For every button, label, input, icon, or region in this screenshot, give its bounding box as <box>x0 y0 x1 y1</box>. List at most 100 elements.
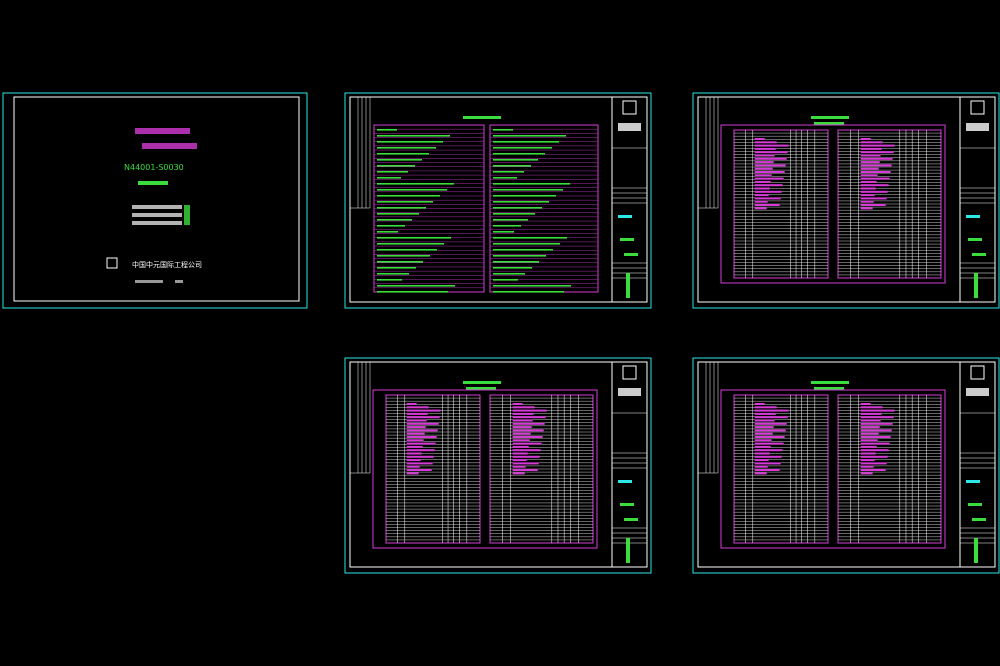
title-field <box>626 273 630 298</box>
note-text <box>377 273 409 275</box>
table-entry <box>754 184 783 187</box>
table-entry <box>512 406 535 409</box>
table-entry <box>860 184 889 187</box>
table-entry <box>754 419 775 422</box>
table-entry <box>754 157 787 160</box>
table-entry <box>512 455 540 458</box>
table-entry <box>512 436 543 438</box>
table-entry <box>512 409 547 412</box>
note-text <box>377 261 423 263</box>
table-entry <box>754 190 782 193</box>
table-entry <box>754 207 767 210</box>
title-field <box>972 253 986 256</box>
note-text <box>377 177 401 179</box>
table-entry <box>754 174 772 177</box>
table-entry <box>860 151 894 154</box>
table-entry <box>406 469 432 471</box>
title-block <box>959 361 996 568</box>
title-field <box>620 503 634 506</box>
sheet-heading <box>466 387 496 390</box>
table-entry <box>754 144 789 147</box>
note-text <box>377 159 422 161</box>
table-entry <box>754 449 783 452</box>
table-entry <box>860 465 874 468</box>
note-text <box>493 147 552 149</box>
date-line <box>175 280 183 283</box>
table-entry <box>754 452 770 455</box>
sheets <box>344 92 1000 574</box>
sheet-border <box>344 92 652 309</box>
table-entry <box>754 442 784 445</box>
note-text <box>493 219 528 221</box>
table-entry <box>860 167 879 170</box>
table-entry <box>754 445 771 448</box>
note-text <box>377 135 450 137</box>
sheet-heading <box>811 381 849 384</box>
table-entry <box>754 455 782 458</box>
table-entry <box>860 171 891 173</box>
table-entry <box>860 422 893 425</box>
table-entry <box>754 161 774 164</box>
table-entry <box>860 174 878 177</box>
title-field <box>974 538 978 563</box>
sheet-border <box>344 357 652 574</box>
note-text <box>377 237 451 239</box>
table-entry <box>860 432 879 435</box>
sheet-border <box>692 357 1000 574</box>
table-entry <box>406 465 420 468</box>
note-text <box>377 207 426 209</box>
title-field <box>968 503 982 506</box>
table-entry <box>754 180 771 183</box>
drawing-sheet <box>344 357 652 574</box>
table-entry <box>754 472 767 475</box>
note-text <box>377 243 444 245</box>
drawing-sheet <box>692 92 1000 309</box>
table-entry <box>512 422 545 425</box>
table-entry <box>754 151 788 154</box>
table-entry <box>860 436 891 438</box>
note-text <box>493 153 545 155</box>
sheet-frame <box>13 96 300 302</box>
title-field <box>972 518 986 521</box>
table-group <box>372 389 598 549</box>
table-entry <box>754 409 789 412</box>
note-text <box>377 171 408 173</box>
sheet-heading <box>814 387 844 390</box>
note-text <box>493 291 564 293</box>
table-entry <box>754 167 773 170</box>
drawing-sheet <box>692 357 1000 574</box>
table-entry <box>860 197 887 200</box>
table-entry <box>754 141 777 144</box>
table-entry <box>406 455 434 458</box>
note-text <box>377 195 440 197</box>
table-entry <box>860 442 890 445</box>
table-entry <box>754 429 786 432</box>
note-text <box>377 267 416 269</box>
table-entry <box>860 194 875 197</box>
note-text <box>493 249 553 251</box>
table-entry <box>860 459 875 462</box>
table-entry <box>512 442 542 445</box>
sheet-border <box>692 92 1000 309</box>
table-entry <box>754 432 773 435</box>
title-block <box>611 96 648 303</box>
title-field <box>624 518 638 521</box>
note-text <box>377 129 397 131</box>
company-name: 中国中元国际工程公司 <box>132 260 202 269</box>
sheet-heading <box>814 122 844 125</box>
table-entry <box>754 436 785 438</box>
table-entry <box>406 432 425 435</box>
sheet-border <box>2 92 308 309</box>
table-entry <box>512 432 531 435</box>
title-field <box>618 480 632 483</box>
signature-line <box>132 213 182 217</box>
note-text <box>377 219 412 221</box>
title-logo <box>622 365 637 380</box>
table-entry <box>754 412 776 415</box>
table-entry <box>406 452 422 455</box>
note-text <box>493 273 525 275</box>
title-field <box>626 538 630 563</box>
table-entry <box>860 141 883 144</box>
